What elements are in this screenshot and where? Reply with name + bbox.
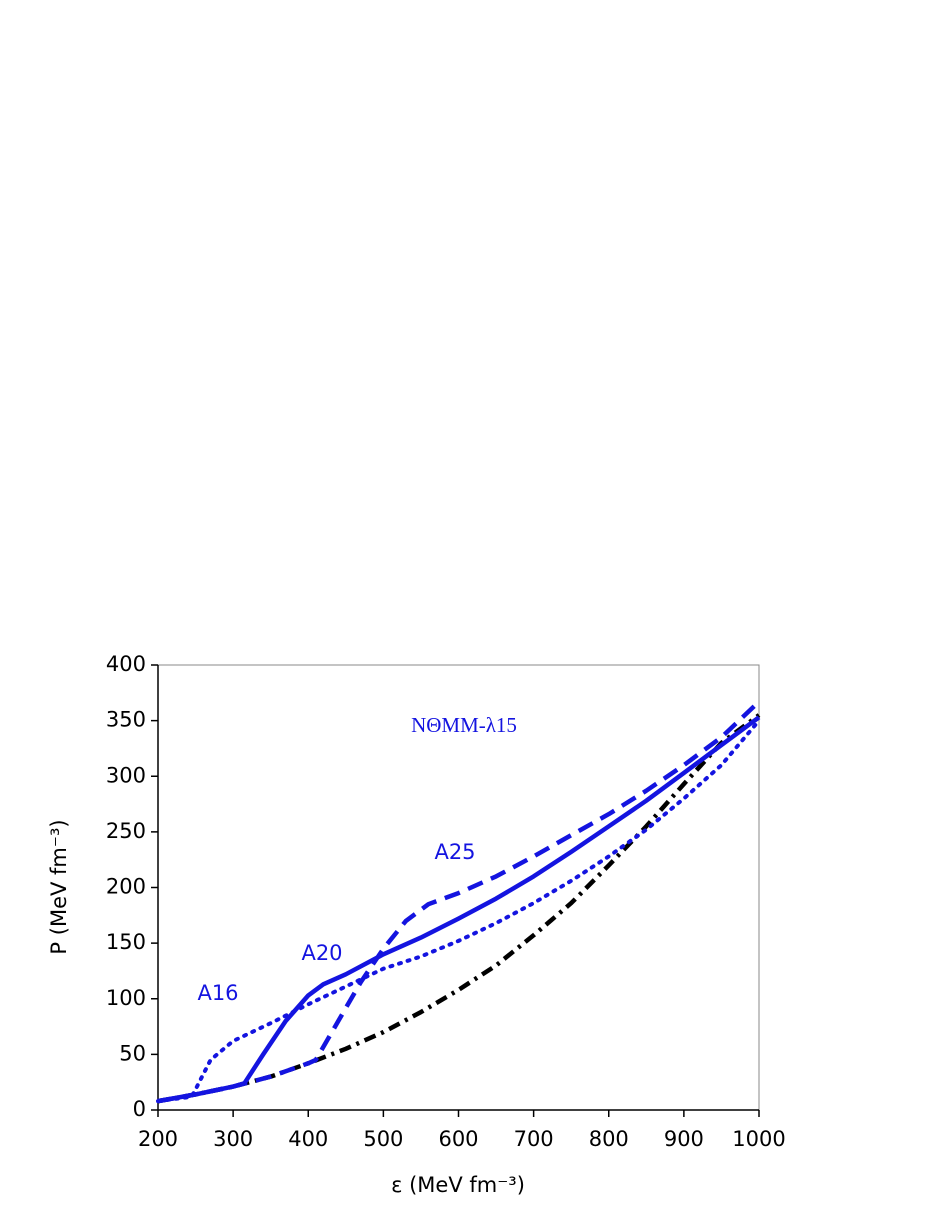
y-tick-label: 0 bbox=[133, 1097, 146, 1121]
x-tick-label: 500 bbox=[363, 1127, 403, 1151]
x-tick-label: 700 bbox=[514, 1127, 554, 1151]
x-tick-label: 300 bbox=[213, 1127, 253, 1151]
x-tick-label: 600 bbox=[438, 1127, 478, 1151]
y-tick-label: 400 bbox=[106, 652, 146, 676]
series-line bbox=[157, 700, 761, 1104]
x-tick-label: 800 bbox=[589, 1127, 629, 1151]
x-tick-label: 200 bbox=[138, 1127, 178, 1151]
y-tick-label: 250 bbox=[106, 819, 146, 843]
y-tick-label: 350 bbox=[106, 708, 146, 732]
series-line bbox=[156, 718, 761, 1104]
y-tick-label: 300 bbox=[106, 763, 146, 787]
annotation: A25 bbox=[434, 840, 475, 864]
y-tick-label: 150 bbox=[106, 930, 146, 954]
y-tick-label: 200 bbox=[106, 875, 146, 899]
x-tick-label: 1000 bbox=[732, 1127, 785, 1151]
x-tick-label: 900 bbox=[664, 1127, 704, 1151]
x-axis-label: ε (MeV fm⁻³) bbox=[391, 1173, 525, 1197]
series-line bbox=[157, 715, 761, 1104]
model-label: NΘMM-λ15 bbox=[411, 713, 517, 737]
annotation: A20 bbox=[301, 941, 342, 965]
y-axis-label: P (MeV fm⁻³) bbox=[47, 819, 71, 954]
x-tick-label: 400 bbox=[288, 1127, 328, 1151]
annotation: A16 bbox=[197, 981, 238, 1005]
y-tick-label: 50 bbox=[119, 1041, 146, 1065]
y-tick-label: 100 bbox=[106, 986, 146, 1010]
